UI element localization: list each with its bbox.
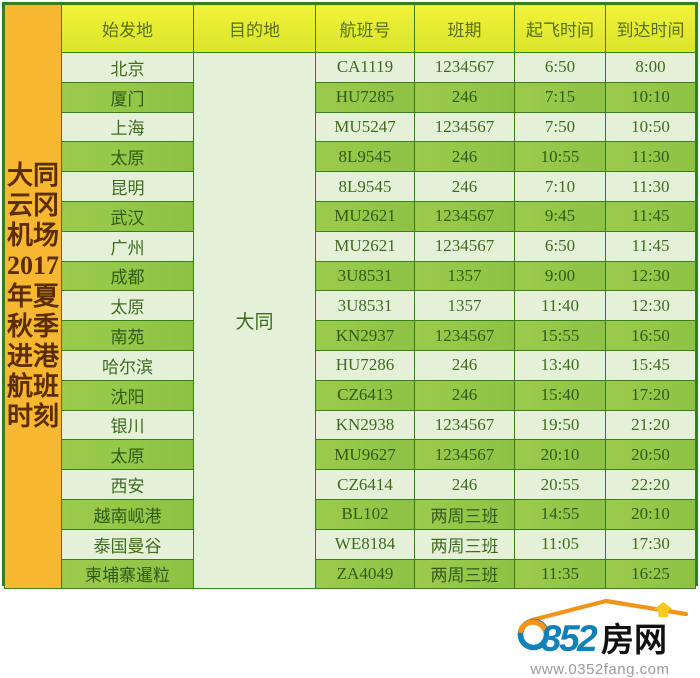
svg-text:352: 352 (541, 618, 598, 659)
svg-text:房网: 房网 (601, 622, 667, 659)
